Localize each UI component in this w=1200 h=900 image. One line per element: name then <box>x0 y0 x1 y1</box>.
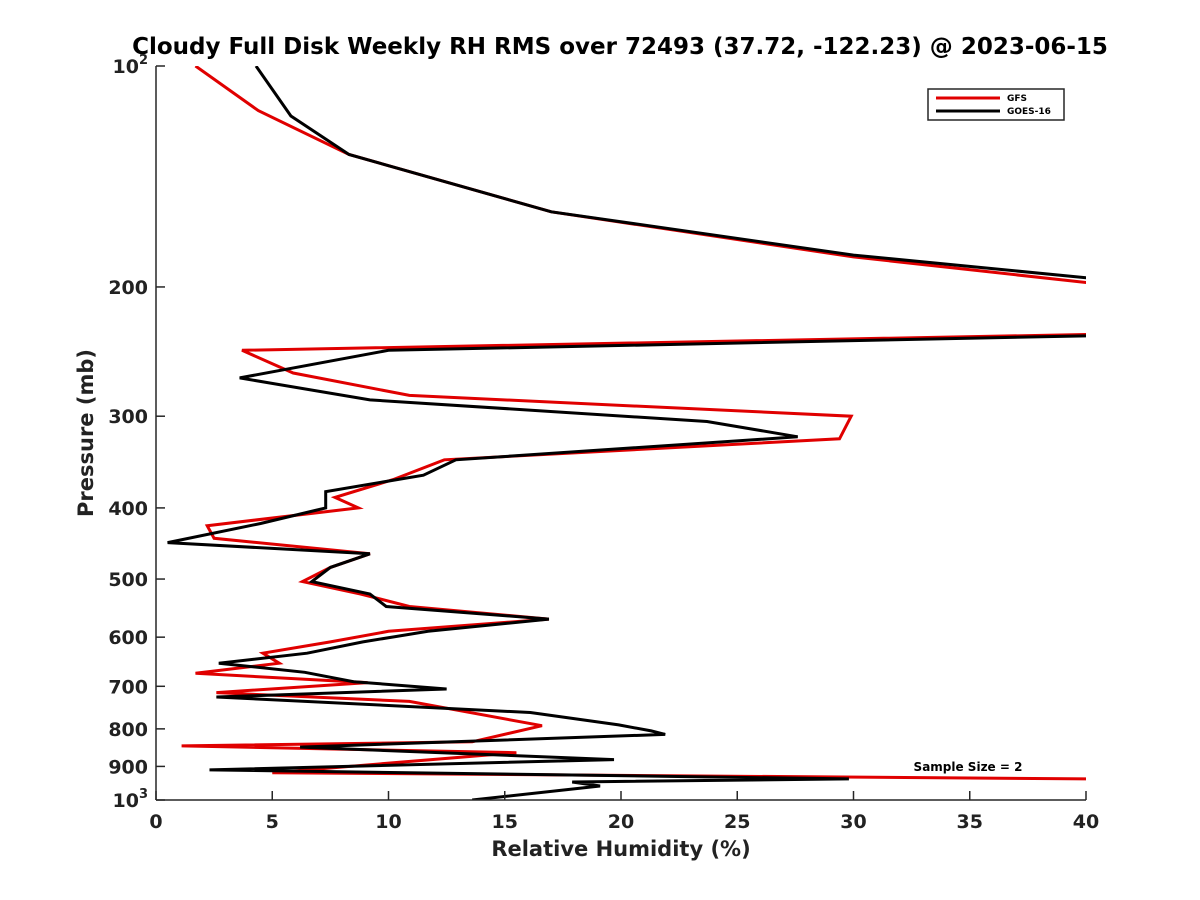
x-tick-label: 0 <box>149 811 162 833</box>
sample-size-annotation: Sample Size = 2 <box>914 760 1023 774</box>
y-tick-label: 102 <box>113 53 149 78</box>
legend-label: GFS <box>1007 94 1027 104</box>
x-tick-label: 40 <box>1073 811 1099 833</box>
legend-box <box>927 88 1065 121</box>
x-tick-label: 25 <box>724 811 750 833</box>
y-tick-label: 500 <box>108 569 148 591</box>
legend: GFS GOES-16 <box>927 88 1065 121</box>
chart-title: Cloudy Full Disk Weekly RH RMS over 7249… <box>132 34 1108 60</box>
y-tick-label: 300 <box>108 406 148 428</box>
y-tick-label: 700 <box>108 676 148 698</box>
axes: 0 5 10 15 20 25 30 35 40 102 200 300 400 500 600 700 800… <box>108 53 1099 833</box>
y-axis-label: Pressure (mb) <box>74 349 98 517</box>
x-tick-label: 30 <box>840 811 866 833</box>
x-tick-label: 15 <box>492 811 518 833</box>
series-layer <box>167 66 1086 800</box>
x-tick-label: 5 <box>266 811 279 833</box>
x-tick-label: 10 <box>375 811 401 833</box>
y-tick-label: 600 <box>108 627 148 649</box>
y-tick-label: 900 <box>108 756 148 778</box>
y-tick-label: 800 <box>108 719 148 741</box>
y-tick-label: 103 <box>113 787 149 812</box>
x-axis-label: Relative Humidity (%) <box>491 837 750 861</box>
legend-label: GOES-16 <box>1007 107 1051 117</box>
series-line-goes-16 <box>167 66 1086 800</box>
x-tick-label: 35 <box>957 811 983 833</box>
y-tick-label: 200 <box>108 277 148 299</box>
x-tick-label: 20 <box>608 811 634 833</box>
y-tick-label: 400 <box>108 498 148 520</box>
